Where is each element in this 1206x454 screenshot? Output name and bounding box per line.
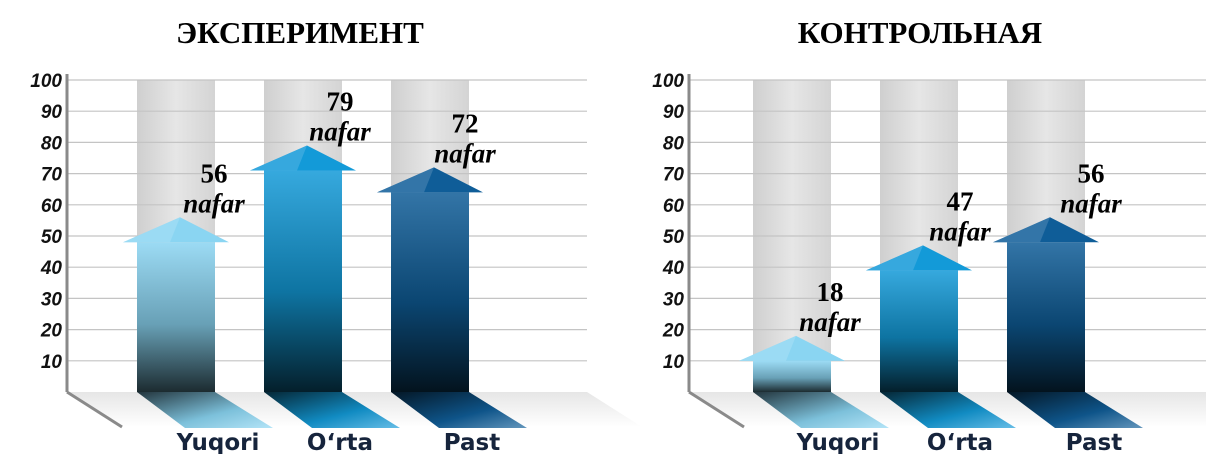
- data-label-value: 56: [201, 158, 228, 188]
- data-label-unit: nafar: [309, 117, 371, 147]
- bar: [880, 270, 958, 392]
- y-tick-label: 20: [40, 321, 63, 342]
- y-tick-label: 40: [662, 258, 685, 279]
- x-category-label: O‘rta: [927, 430, 993, 454]
- bar-reflection: [880, 392, 1016, 428]
- data-label-unit: nafar: [183, 188, 245, 218]
- x-category-label: Past: [444, 430, 500, 454]
- x-category-label: Yuqori: [176, 430, 260, 454]
- y-tick-label: 70: [41, 165, 63, 186]
- x-category-label: Yuqori: [796, 430, 880, 454]
- y-tick-label: 40: [40, 258, 63, 279]
- y-tick-label: 60: [41, 196, 63, 217]
- data-label-unit: nafar: [434, 138, 496, 168]
- bar-arrowhead-highlight: [739, 335, 796, 361]
- data-label-value: 56: [1078, 158, 1105, 188]
- bar: [137, 242, 215, 392]
- bar: [753, 360, 831, 392]
- y-tick-label: 20: [662, 321, 685, 342]
- bar-reflection: [753, 392, 889, 428]
- y-tick-label: 70: [663, 165, 685, 186]
- data-label-value: 79: [327, 87, 354, 117]
- bar-reflection: [264, 392, 400, 428]
- y-tick-label: 80: [663, 133, 685, 154]
- bar-arrowhead-highlight: [993, 217, 1050, 243]
- x-category-label: O‘rta: [307, 430, 373, 454]
- data-label-value: 47: [947, 186, 974, 216]
- control-chart: КОНТРОЛЬНАЯ10203040506070809010018nafarY…: [652, 15, 1206, 454]
- y-tick-label: 30: [41, 289, 63, 310]
- data-label-unit: nafar: [929, 216, 991, 246]
- y-tick-label: 50: [41, 227, 63, 248]
- bar-reflection: [391, 392, 527, 428]
- floor-edge: [66, 390, 123, 429]
- data-label-unit: nafar: [1060, 188, 1122, 218]
- chart-title: КОНТРОЛЬНАЯ: [798, 15, 1042, 50]
- data-label-value: 72: [452, 108, 479, 138]
- experiment-chart: ЭКСПЕРИМЕНТ10203040506070809010056nafarY…: [30, 15, 642, 454]
- y-tick-label: 60: [663, 196, 685, 217]
- y-tick-label: 100: [30, 71, 62, 92]
- y-tick-label: 30: [663, 289, 685, 310]
- bar-arrowhead-highlight: [866, 245, 923, 271]
- y-tick-label: 80: [41, 133, 63, 154]
- bar: [391, 192, 469, 392]
- data-label-value: 18: [817, 277, 844, 307]
- bar-arrowhead-highlight: [250, 145, 307, 171]
- bar-reflection: [1007, 392, 1143, 428]
- bar-arrowhead-highlight: [123, 217, 180, 243]
- y-tick-label: 90: [41, 102, 63, 123]
- bar: [264, 170, 342, 392]
- bar-reflection: [137, 392, 273, 428]
- y-tick-label: 10: [41, 352, 63, 373]
- bar-arrowhead-highlight: [377, 167, 434, 193]
- bar: [1007, 242, 1085, 392]
- y-tick-label: 100: [652, 71, 684, 92]
- data-label-unit: nafar: [799, 307, 861, 337]
- x-category-label: Past: [1066, 430, 1122, 454]
- y-tick-label: 50: [663, 227, 685, 248]
- y-tick-label: 90: [663, 102, 685, 123]
- chart-title: ЭКСПЕРИМЕНТ: [176, 15, 424, 50]
- floor-edge: [688, 390, 745, 429]
- y-tick-label: 10: [663, 352, 685, 373]
